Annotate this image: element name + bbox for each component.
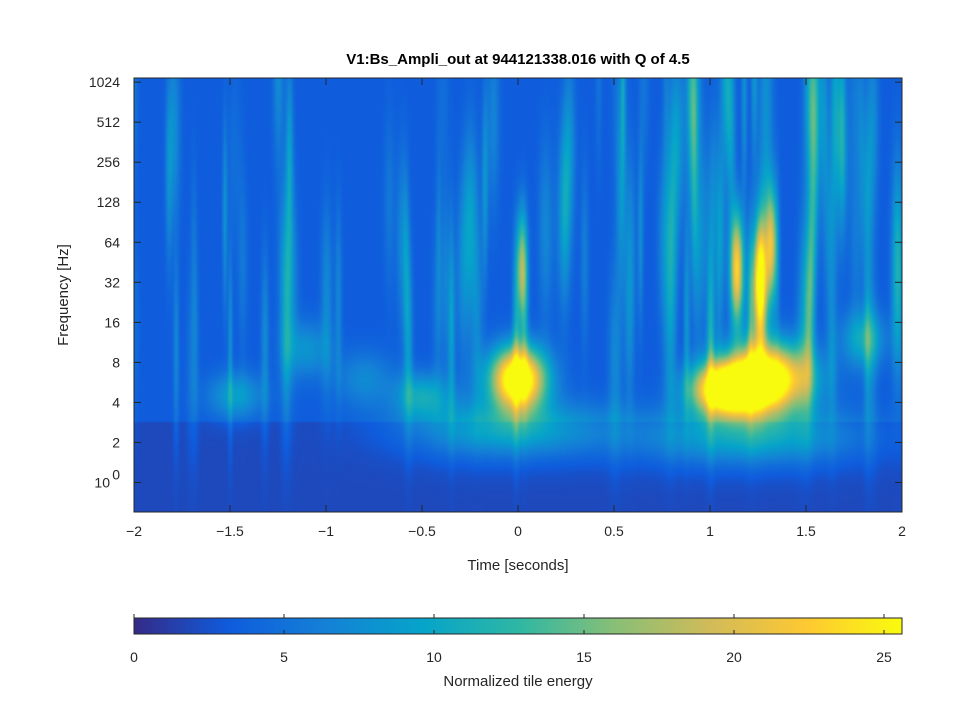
y-tick-label: 32 <box>104 274 120 290</box>
x-axis: −2 −1.5 −1 −0.5 0 0.5 1 1.5 2 <box>126 78 906 539</box>
y-axis-label: Frequency [Hz] <box>55 244 72 346</box>
colorbar-tick-label: 10 <box>426 649 442 665</box>
colorbar-axis: 0 5 10 15 20 25 <box>130 614 892 665</box>
x-axis-label: Time [seconds] <box>467 557 568 574</box>
y-tick-label: 128 <box>97 194 121 210</box>
x-tick-label: −1.5 <box>216 523 244 539</box>
x-tick-label: −2 <box>126 523 142 539</box>
x-tick-label: 0 <box>514 523 522 539</box>
y-tick-label: 2 <box>112 434 120 450</box>
y-tick-label: 256 <box>97 154 121 170</box>
chart-title: V1:Bs_Ampli_out at 944121338.016 with Q … <box>346 51 689 68</box>
x-tick-label: 1 <box>706 523 714 539</box>
y-tick-label: 64 <box>104 234 120 250</box>
x-tick-label: 0.5 <box>604 523 624 539</box>
x-tick-label: −1 <box>318 523 334 539</box>
y-tick-exponent: 0 <box>112 466 120 482</box>
y-axis: 10 0 2 4 8 16 32 64 128 256 512 1024 <box>89 74 902 490</box>
y-tick-label: 10 <box>94 474 110 490</box>
y-tick-label: 8 <box>112 354 120 370</box>
colorbar-tick-label: 25 <box>876 649 892 665</box>
y-tick-label: 16 <box>104 314 120 330</box>
y-tick-label: 1024 <box>89 74 120 90</box>
plot-area <box>133 77 903 513</box>
colorbar-tick-label: 0 <box>130 649 138 665</box>
colorbar-gradient <box>134 618 902 634</box>
colorbar-tick-label: 5 <box>280 649 288 665</box>
colorbar-label: Normalized tile energy <box>443 673 593 690</box>
colorbar-tick-label: 15 <box>576 649 592 665</box>
heatmap <box>134 78 902 512</box>
x-tick-label: 2 <box>898 523 906 539</box>
y-tick-label: 4 <box>112 394 120 410</box>
x-tick-label: −0.5 <box>408 523 436 539</box>
colorbar-frame <box>133 617 903 635</box>
y-tick-label: 512 <box>97 114 121 130</box>
x-tick-label: 1.5 <box>796 523 816 539</box>
colorbar: 0 5 10 15 20 25 Normalized tile energy <box>130 614 903 690</box>
colorbar-tick-label: 20 <box>726 649 742 665</box>
